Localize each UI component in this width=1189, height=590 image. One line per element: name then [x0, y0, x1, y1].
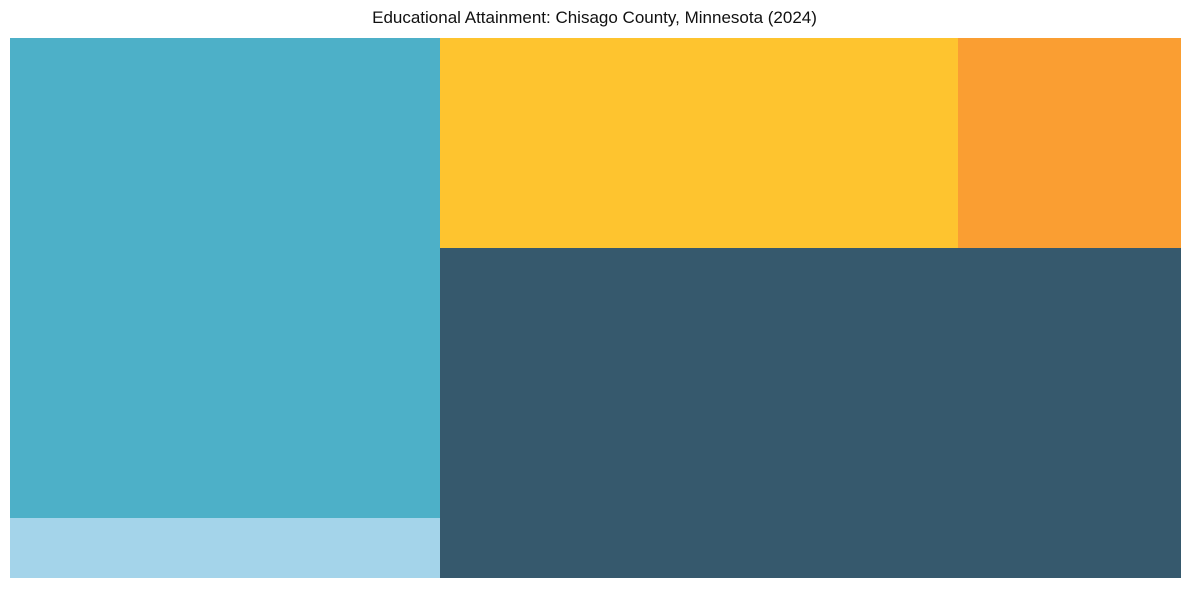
chart-title: Educational Attainment: Chisago County, … [372, 8, 817, 27]
treemap-segment-3[interactable] [440, 38, 958, 248]
treemap-segment-5[interactable] [440, 248, 1181, 578]
treemap-segment-1[interactable] [10, 38, 440, 518]
treemap-segment-2[interactable] [10, 518, 440, 578]
treemap-segment-4[interactable] [958, 38, 1181, 248]
